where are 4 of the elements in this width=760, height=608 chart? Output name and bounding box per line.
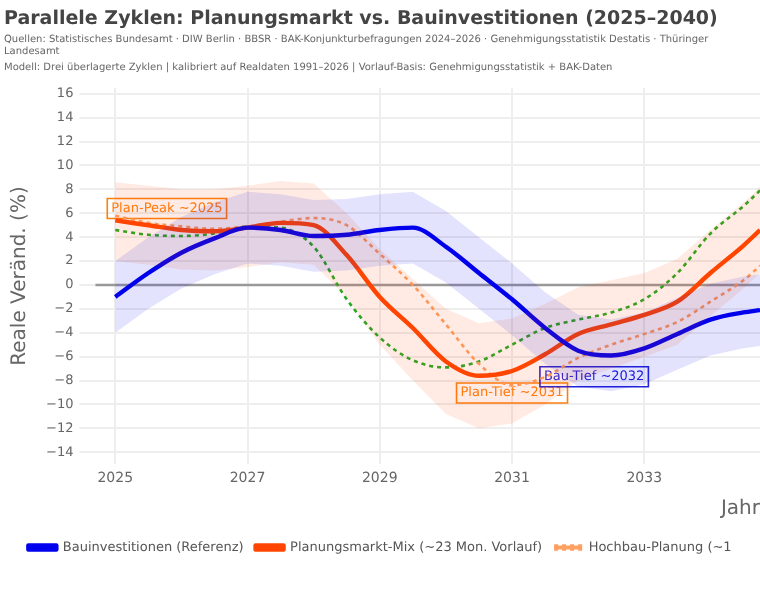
chart-title: Parallele Zyklen: Planungsmarkt vs. Bauinvestitionen (2025–2040) <box>4 8 720 30</box>
x-axis-title: Jahr <box>718 498 760 521</box>
y-axis-title: Reale Veränd. (%) <box>9 186 32 366</box>
line-series <box>113 225 760 358</box>
